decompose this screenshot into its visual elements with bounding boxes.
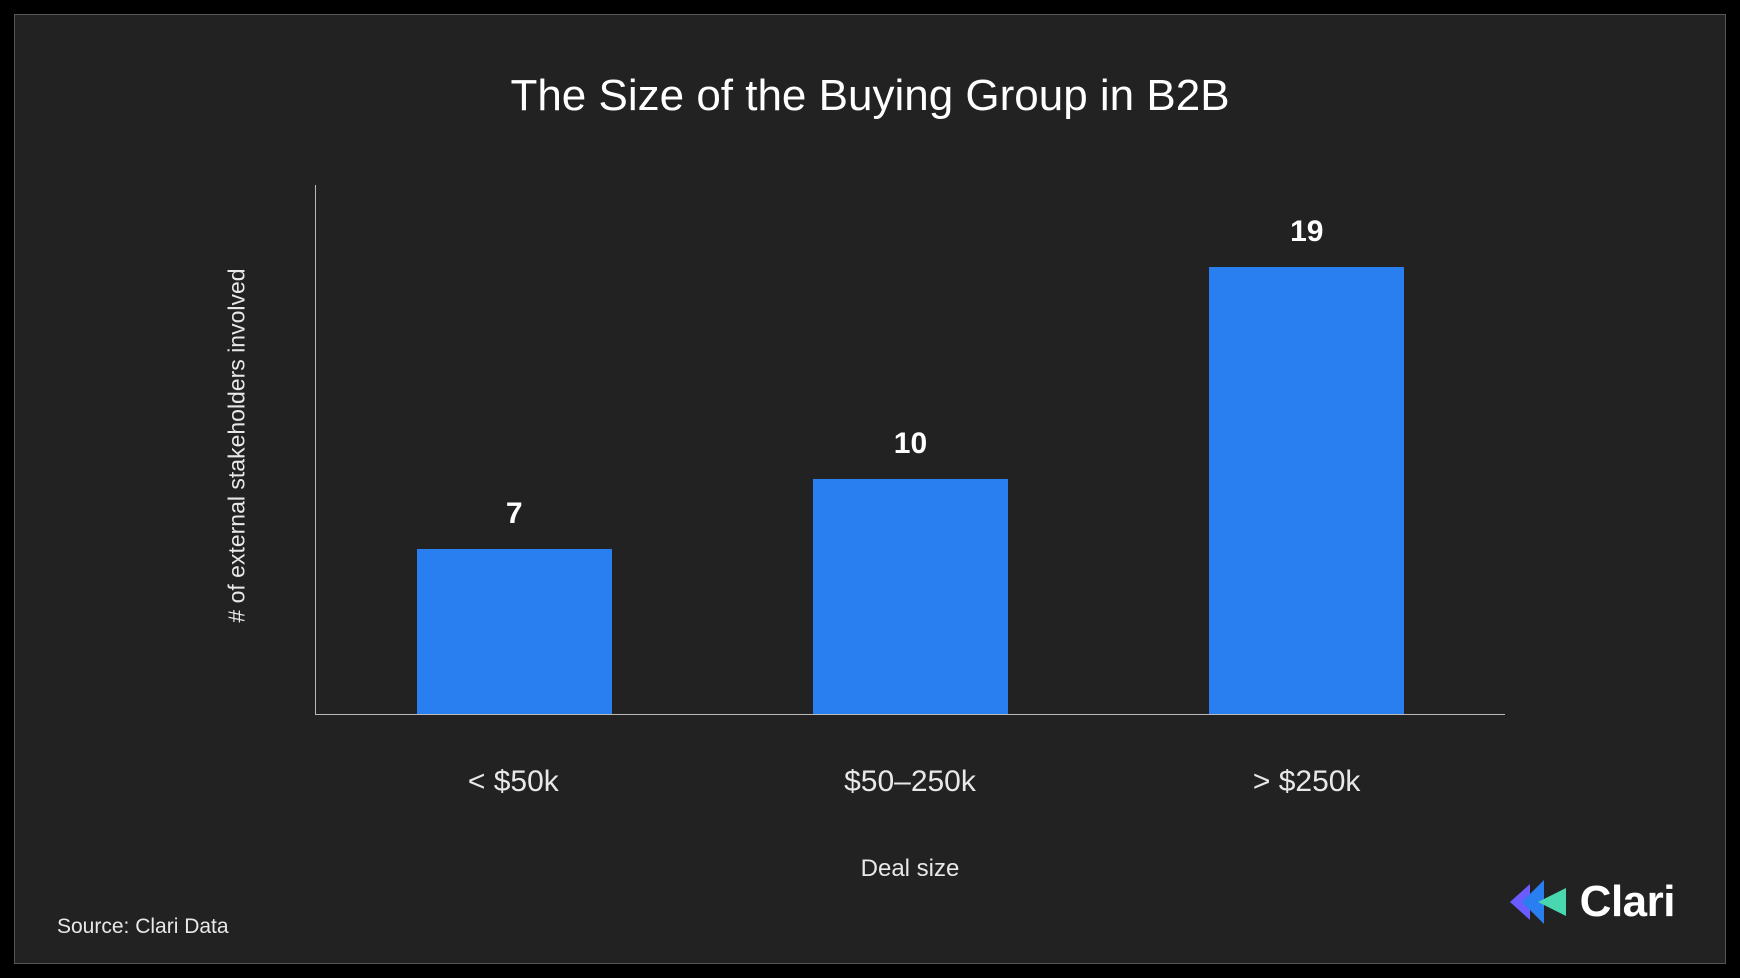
brand-logo: Clari (1510, 877, 1675, 927)
x-category-1: $50–250k (712, 765, 1109, 799)
source-attribution: Source: Clari Data (57, 915, 229, 939)
bar-value-2: 19 (1290, 215, 1323, 249)
bar-group-2: 19 (1109, 185, 1505, 714)
x-axis-categories: < $50k $50–250k > $250k (315, 765, 1505, 799)
slide-frame: The Size of the Buying Group in B2B # of… (14, 14, 1726, 964)
bar-rect-0 (417, 549, 612, 714)
bars-container: 7 10 19 (316, 185, 1505, 714)
plot-area: 7 10 19 (315, 185, 1505, 715)
bar-value-1: 10 (894, 427, 927, 461)
brand-name: Clari (1580, 877, 1675, 927)
bar-group-1: 10 (712, 185, 1108, 714)
bar-rect-1 (813, 479, 1008, 714)
clari-logo-icon (1510, 878, 1566, 926)
bar-rect-2 (1209, 267, 1404, 714)
chart-title: The Size of the Buying Group in B2B (15, 71, 1725, 121)
y-axis-label: # of external stakeholders involved (224, 268, 251, 622)
x-category-0: < $50k (315, 765, 712, 799)
y-axis-label-wrap: # of external stakeholders involved (225, 175, 249, 715)
bar-value-0: 7 (506, 497, 523, 531)
bar-group-0: 7 (316, 185, 712, 714)
x-axis-label: Deal size (315, 855, 1505, 883)
x-category-2: > $250k (1108, 765, 1505, 799)
